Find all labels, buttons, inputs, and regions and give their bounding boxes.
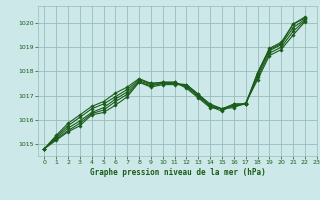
X-axis label: Graphe pression niveau de la mer (hPa): Graphe pression niveau de la mer (hPa) xyxy=(90,168,266,177)
